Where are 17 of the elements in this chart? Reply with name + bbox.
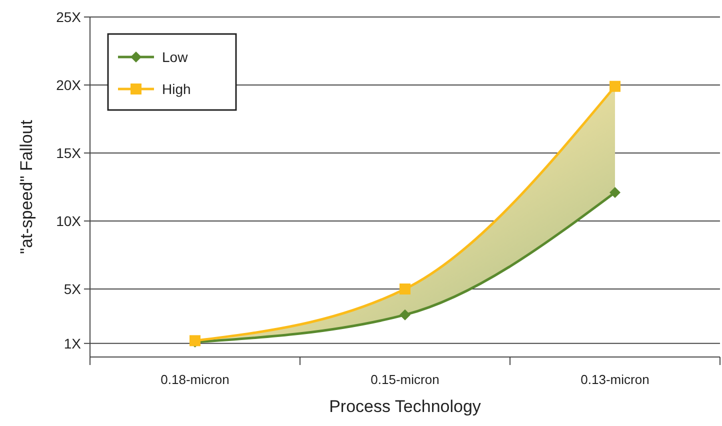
x-tick-label: 0.15-micron: [370, 372, 440, 387]
legend-label: Low: [162, 48, 189, 65]
y-tick-label: 5X: [64, 280, 82, 297]
x-tick-label: 0.13-micron: [580, 372, 650, 387]
x-axis-title: Process Technology: [329, 397, 482, 416]
legend-label: High: [162, 80, 191, 97]
point: [610, 80, 620, 92]
point: [610, 186, 620, 198]
point: [400, 309, 410, 320]
y-axis-title: "at-speed" Fallout: [17, 120, 36, 254]
point: [400, 284, 410, 294]
y-tick-label: 25X: [56, 8, 82, 25]
y-tick-label: 10X: [56, 212, 82, 229]
y-tick-label: 1X: [64, 335, 82, 352]
y-tick-label: 15X: [56, 144, 82, 161]
x-tick-label: 0.18-micron: [160, 372, 230, 387]
y-tick-label: 20X: [56, 76, 82, 93]
